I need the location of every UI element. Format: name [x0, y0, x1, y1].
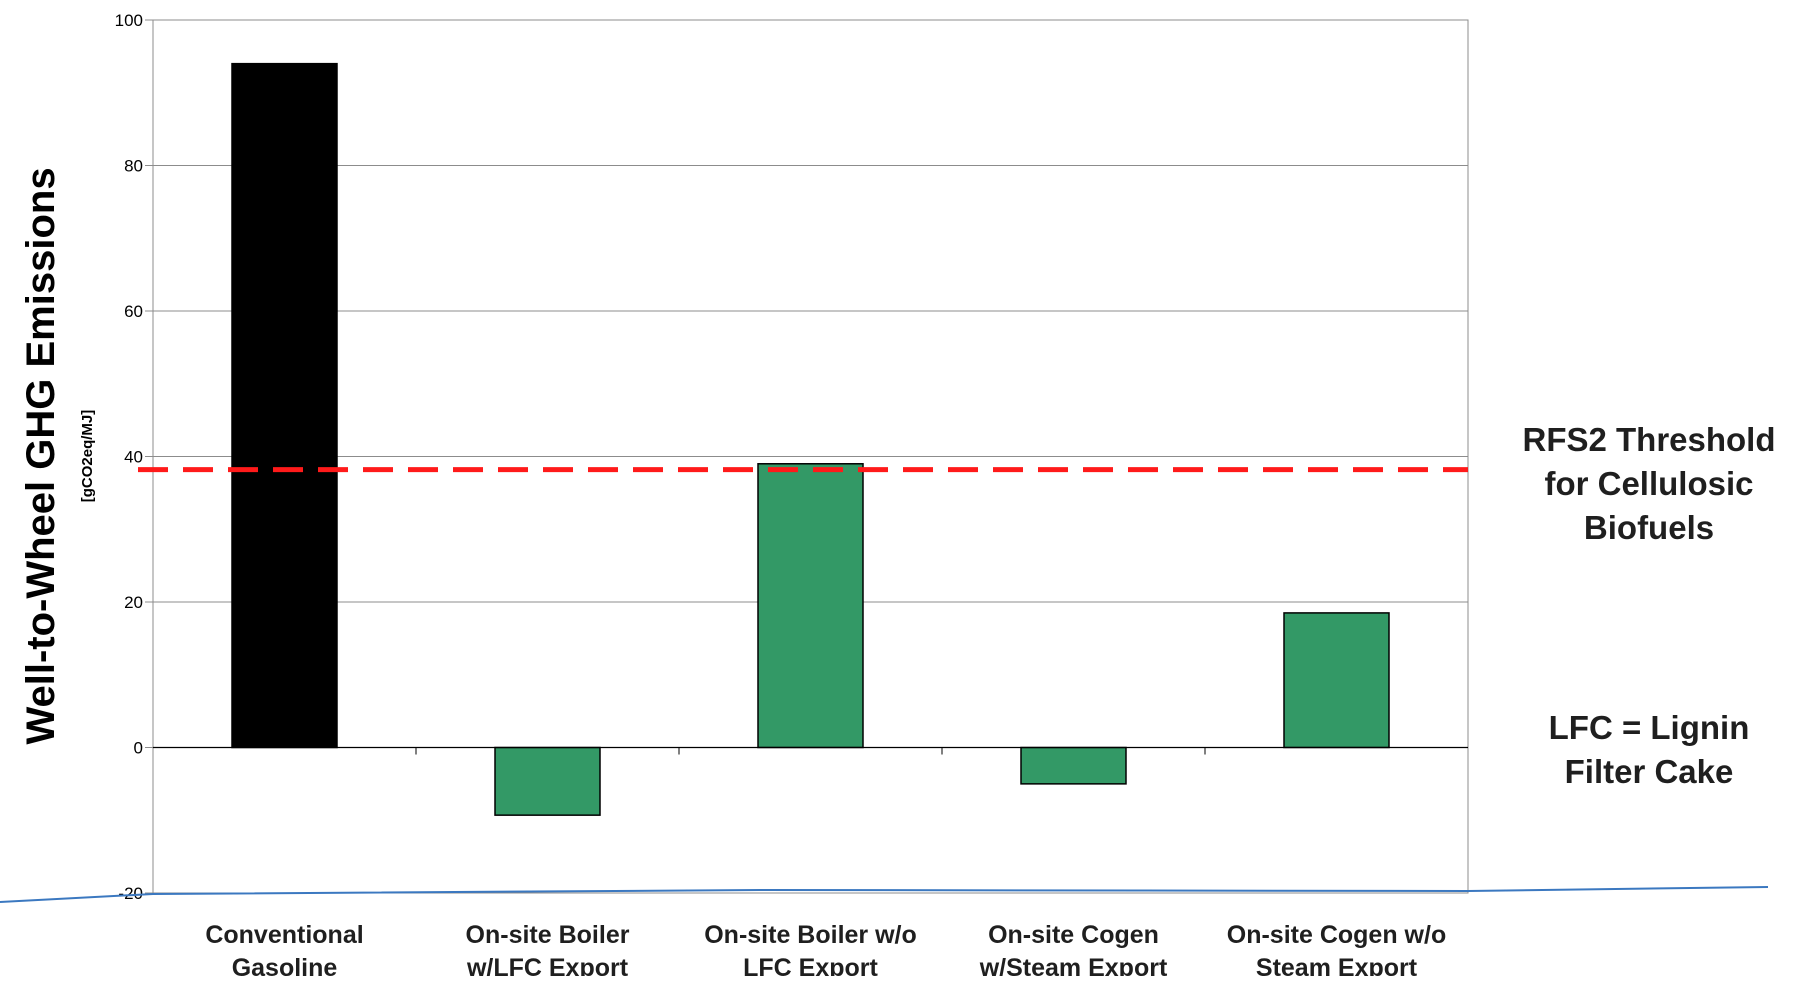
bar-2 — [495, 748, 600, 816]
threshold-label-line-3: Biofuels — [1484, 506, 1814, 550]
y-tick-label-0: 0 — [134, 739, 143, 758]
x-tick-label-1-line-1: Conventional — [205, 921, 363, 949]
x-tick-label-2-line-2: w/LFC Export — [466, 954, 629, 976]
x-tick-label-4-line-1: On-site Cogen — [988, 921, 1159, 949]
x-tick-label-4-line-2: w/Steam Export — [979, 954, 1168, 976]
bar-4 — [1021, 748, 1126, 784]
lfc-note: LFC = Lignin Filter Cake — [1484, 706, 1814, 794]
bar-3 — [758, 464, 863, 748]
threshold-label-line-1: RFS2 Threshold — [1484, 418, 1814, 462]
threshold-label: RFS2 Threshold for Cellulosic Biofuels — [1484, 418, 1814, 550]
x-tick-label-5-line-2: Steam Export — [1256, 954, 1418, 976]
x-tick-label-2-line-1: On-site Boiler — [466, 921, 630, 949]
lfc-note-line-1: LFC = Lignin — [1484, 706, 1814, 750]
y-tick-label-20: 20 — [124, 593, 143, 612]
bar-1 — [232, 64, 337, 748]
x-tick-label-5-line-1: On-site Cogen w/o — [1227, 921, 1446, 949]
y-axis-title: Well-to-Wheel GHG Emissions — [19, 167, 63, 744]
x-tick-label-1-line-2: Gasoline — [232, 954, 338, 976]
y-tick-label-40: 40 — [124, 448, 143, 467]
x-tick-label-3-line-2: LFC Export — [743, 954, 878, 976]
y-tick-label-80: 80 — [124, 157, 143, 176]
lfc-note-line-2: Filter Cake — [1484, 750, 1814, 794]
y-tick-label--20: -20 — [118, 884, 143, 903]
y-axis-unit: [gCO2eq/MJ] — [79, 410, 96, 503]
y-tick-label-60: 60 — [124, 302, 143, 321]
threshold-label-line-2: for Cellulosic — [1484, 462, 1814, 506]
x-tick-label-3-line-1: On-site Boiler w/o — [704, 921, 917, 949]
y-tick-label-100: 100 — [115, 11, 143, 30]
bar-5 — [1284, 613, 1389, 748]
